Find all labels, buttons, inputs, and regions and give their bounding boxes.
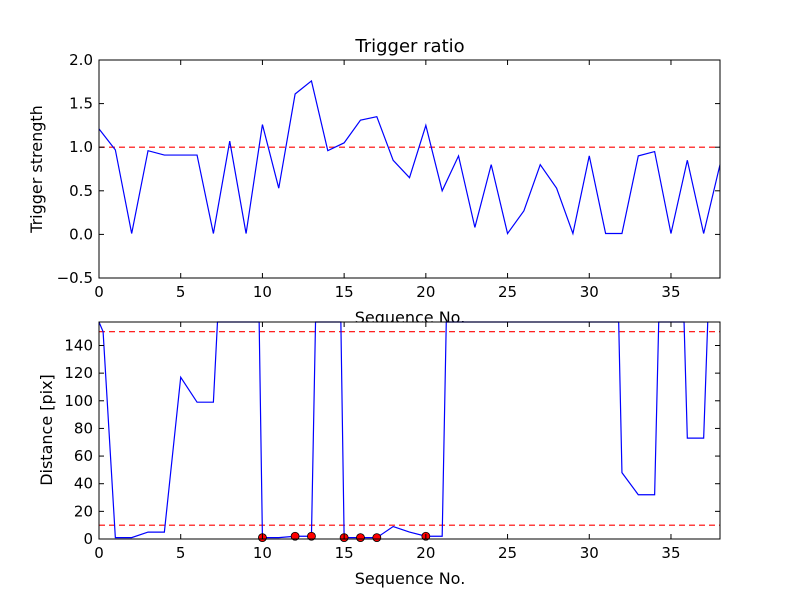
x-tick-label: 30: [580, 283, 599, 301]
x-tick-label: 15: [335, 544, 354, 562]
y-tick-label: 100: [64, 392, 93, 410]
y-tick-label: 140: [64, 336, 93, 354]
y-tick-label: 0: [83, 530, 93, 548]
x-tick-label: 20: [416, 544, 435, 562]
y-tick-label: 80: [74, 419, 93, 437]
y-tick-label: 120: [64, 364, 93, 382]
x-tick-label: 10: [253, 544, 272, 562]
x-tick-label: 20: [416, 283, 435, 301]
x-tick-label: 15: [335, 283, 354, 301]
series-lines: [98, 79, 721, 236]
distance-chart: 0 5 10 15 20 25 30 35 0 20 40 60 80 100 120 140 Sequen…: [37, 321, 721, 588]
x-tick-label: 5: [176, 544, 186, 562]
y-axis-label: Trigger strength: [27, 105, 46, 234]
x-tick-label: 25: [498, 283, 517, 301]
threshold-lines: [99, 331, 720, 526]
x-tick-label: 0: [94, 283, 104, 301]
plot-area: [99, 60, 720, 278]
y-ticks: 0 20 40 60 80 100 120 140: [64, 336, 720, 548]
y-tick-label: 1.0: [69, 138, 93, 156]
y-tick-label: 60: [74, 447, 93, 465]
x-ticks: 0 5 10 15 20 25 30 35: [94, 322, 681, 562]
y-tick-label: 1.5: [69, 95, 93, 113]
y-tick-label: 40: [74, 475, 93, 493]
plot-area: [99, 322, 720, 539]
series-line: [98, 321, 709, 539]
plot-frame: [98, 321, 721, 540]
chart-title: Trigger ratio: [354, 36, 464, 57]
data-point-marker: [356, 533, 365, 543]
series-lines: [98, 321, 709, 539]
y-tick-label: 20: [74, 502, 93, 520]
y-tick-label: 0.0: [69, 225, 93, 243]
data-point-marker: [290, 531, 300, 541]
x-tick-label: 5: [176, 283, 186, 301]
x-tick-label: 35: [661, 283, 680, 301]
x-tick-label: 35: [661, 544, 680, 562]
x-axis-label: Sequence No.: [355, 569, 466, 588]
x-tick-label: 10: [253, 283, 272, 301]
data-point-marker: [372, 533, 382, 543]
y-tick-label: −0.5: [57, 269, 93, 287]
y-axis-label: Distance [pix]: [37, 374, 56, 486]
x-tick-label: 25: [498, 544, 517, 562]
x-tick-label: 30: [580, 544, 599, 562]
data-point-marker: [307, 531, 316, 541]
x-tick-label: 0: [94, 544, 104, 562]
y-tick-label: 2.0: [69, 51, 93, 69]
x-ticks: 0 5 10 15 20 25 30 35: [94, 60, 681, 301]
y-tick-label: 0.5: [69, 182, 93, 200]
y-ticks: −0.5 0.0 0.5 1.0 1.5 2.0: [57, 51, 720, 287]
plot-frame: [98, 59, 721, 279]
trigger-ratio-chart: Trigger ratio 0 5 10 15 20 25 30 35 −0.5 0.0 0.5 1…: [27, 36, 721, 327]
series-line: [98, 79, 721, 236]
